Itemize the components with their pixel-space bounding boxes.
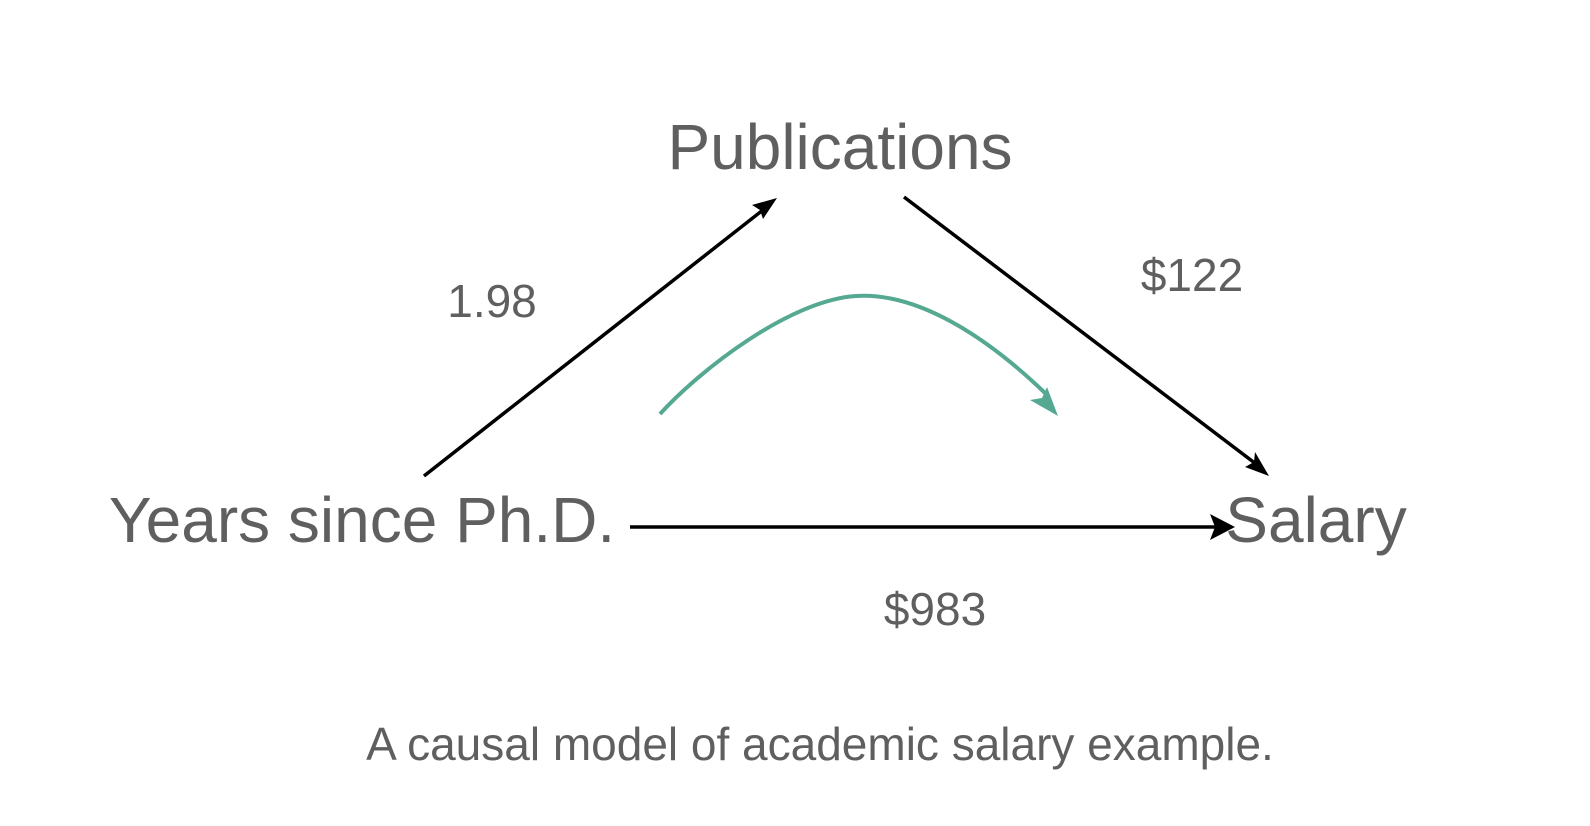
arrowhead-icon [1245,452,1269,476]
node-publications: Publications [667,111,1012,183]
edge-label-publications-to-salary: $122 [1141,249,1243,301]
edge-label-years-to-salary: $983 [884,583,986,635]
node-salary: Salary [1225,484,1406,556]
arrowhead-icon [752,198,777,219]
edge-years-to-salary [630,514,1235,540]
edge-years-to-publications [422,198,777,478]
node-years-since-phd: Years since Ph.D. [109,484,615,556]
figure-caption: A causal model of academic salary exampl… [366,718,1274,770]
edge-label-years-to-publications: 1.98 [447,275,537,327]
arrowhead-icon [1030,387,1058,416]
arrowhead-icon [1210,514,1235,540]
edge-publications-to-salary [902,195,1269,476]
indirect-effect-arrow [658,293,1058,416]
